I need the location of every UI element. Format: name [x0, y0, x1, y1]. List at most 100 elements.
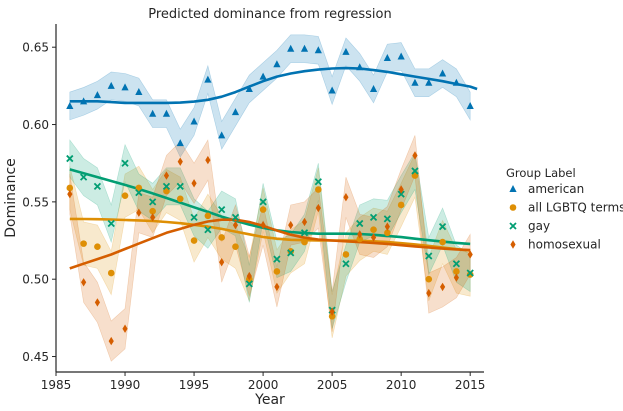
- x-tick-label: 1985: [41, 378, 72, 392]
- legend-label-all-lgbtq-terms: all LGBTQ terms: [528, 201, 623, 215]
- point-homosexual: [426, 288, 432, 298]
- legend-marker-homosexual: [510, 240, 516, 249]
- point-american: [80, 97, 88, 105]
- point-gay: [342, 260, 350, 268]
- data-points: [66, 44, 474, 346]
- point-american: [107, 81, 115, 89]
- point-all-lgbtq-terms: [94, 243, 101, 251]
- y-ticks: 0.45 0.50 0.55 0.60 0.65: [22, 41, 56, 364]
- point-gay: [218, 205, 226, 214]
- legend-label-american: american: [528, 182, 584, 196]
- point-homosexual: [191, 179, 197, 188]
- point-all-lgbtq-terms: [232, 243, 239, 251]
- point-american: [149, 109, 157, 117]
- point-all-lgbtq-terms: [149, 207, 156, 215]
- point-homosexual: [260, 220, 266, 230]
- trend-line-all-lgbtq-terms: [69, 217, 471, 252]
- point-american: [466, 101, 474, 109]
- point-homosexual: [219, 257, 225, 267]
- point-homosexual: [81, 278, 87, 287]
- point-american: [342, 47, 350, 55]
- x-ticks: 1985 1990 1995 2000 2005 2010 2015: [41, 372, 486, 392]
- point-gay: [135, 188, 143, 197]
- point-american: [452, 78, 460, 86]
- x-tick-label: 2015: [455, 378, 486, 392]
- legend-marker-all-lgbtq-terms: [509, 204, 517, 211]
- point-gay: [314, 178, 322, 186]
- point-gay: [149, 198, 157, 206]
- point-all-lgbtq-terms: [384, 229, 391, 237]
- trend-line-american: [69, 66, 478, 105]
- point-homosexual: [246, 271, 252, 281]
- point-all-lgbtq-terms: [204, 212, 212, 220]
- point-all-lgbtq-terms: [287, 248, 295, 255]
- point-american: [356, 63, 364, 71]
- point-homosexual: [177, 157, 183, 166]
- point-all-lgbtq-terms: [315, 186, 322, 193]
- point-american: [204, 75, 212, 83]
- point-all-lgbtq-terms: [425, 275, 433, 283]
- trend-line-homosexual: [69, 218, 471, 270]
- x-tick-label: 2010: [386, 378, 417, 392]
- point-american: [66, 101, 74, 109]
- point-all-lgbtq-terms: [218, 234, 225, 241]
- point-all-lgbtq-terms: [273, 268, 281, 275]
- point-gay: [66, 154, 74, 163]
- point-gay: [369, 213, 378, 221]
- point-american: [314, 46, 322, 54]
- point-american: [369, 84, 378, 92]
- point-all-lgbtq-terms: [439, 238, 446, 246]
- x-tick-label: 2000: [248, 378, 279, 392]
- point-gay: [79, 173, 88, 181]
- x-axis-label: Year: [254, 392, 285, 408]
- point-homosexual: [384, 222, 390, 231]
- point-homosexual: [398, 185, 404, 194]
- point-all-lgbtq-terms: [259, 206, 267, 213]
- point-all-lgbtq-terms: [342, 251, 350, 258]
- point-all-lgbtq-terms: [411, 172, 419, 179]
- point-homosexual: [343, 193, 349, 202]
- band-american: [69, 34, 471, 158]
- y-tick-label: 0.55: [22, 195, 49, 209]
- point-american: [328, 86, 336, 94]
- point-all-lgbtq-terms: [453, 268, 460, 275]
- confidence-bands: [69, 34, 471, 362]
- point-gay: [425, 252, 433, 260]
- point-all-lgbtq-terms: [107, 269, 115, 277]
- point-american: [93, 91, 102, 99]
- point-homosexual: [232, 220, 239, 230]
- point-gay: [107, 219, 115, 228]
- point-gay: [176, 182, 184, 191]
- legend: Group Label american all LGBTQ terms gay ho…: [506, 166, 623, 252]
- point-all-lgbtq-terms: [356, 235, 364, 243]
- point-homosexual: [274, 282, 280, 292]
- chart-title: Predicted dominance from regression: [148, 7, 391, 22]
- point-american: [162, 109, 171, 117]
- y-tick-label: 0.65: [22, 41, 49, 55]
- point-gay: [438, 222, 447, 231]
- point-all-lgbtq-terms: [135, 184, 143, 192]
- point-homosexual: [412, 151, 418, 160]
- point-american: [176, 139, 184, 147]
- point-gay: [259, 198, 267, 206]
- point-gay: [397, 190, 405, 198]
- point-all-lgbtq-terms: [80, 240, 87, 247]
- x-tick-label: 1995: [179, 378, 210, 392]
- point-gay: [466, 269, 474, 277]
- point-homosexual: [329, 307, 335, 316]
- point-american: [135, 88, 143, 96]
- legend-label-homosexual: homosexual: [528, 238, 601, 252]
- point-american: [287, 44, 295, 52]
- point-american: [411, 78, 419, 86]
- point-homosexual: [136, 208, 142, 217]
- point-homosexual: [150, 213, 156, 222]
- x-tick-label: 1990: [110, 378, 141, 392]
- point-homosexual: [288, 220, 294, 230]
- point-gay: [121, 159, 129, 167]
- y-tick-label: 0.60: [22, 118, 49, 132]
- point-all-lgbtq-terms: [163, 187, 170, 195]
- point-gay: [383, 215, 391, 223]
- point-homosexual: [467, 250, 473, 259]
- point-gay: [204, 226, 212, 234]
